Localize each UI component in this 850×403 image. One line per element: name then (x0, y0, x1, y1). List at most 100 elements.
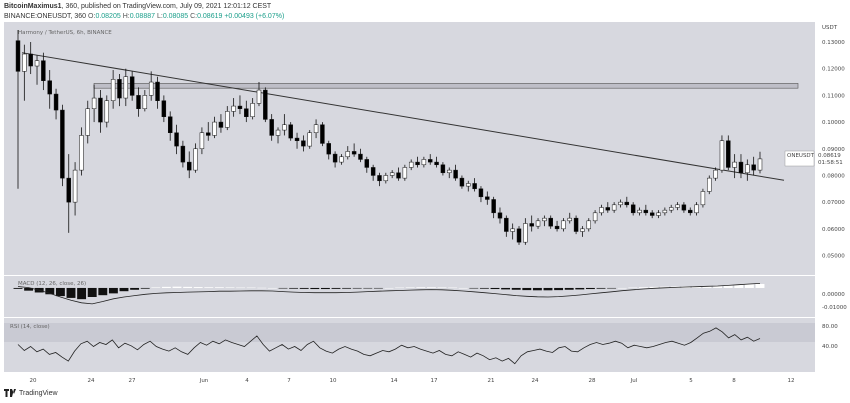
candle-body (713, 169, 718, 179)
candle-body (98, 97, 103, 123)
tradingview-logo[interactable]: TradingView (4, 389, 58, 397)
candle (123, 68, 129, 107)
candle (383, 172, 389, 184)
candle (630, 202, 636, 216)
macd-bar (267, 287, 277, 289)
candle (250, 98, 255, 120)
candle-body (136, 95, 141, 109)
candle-body (218, 121, 224, 128)
candle (85, 100, 90, 144)
candle (402, 164, 408, 181)
macd-line (17, 283, 761, 305)
candle (193, 143, 198, 173)
candles (15, 30, 763, 245)
macd-bar (617, 287, 627, 289)
candle (206, 122, 211, 141)
candle (199, 127, 205, 155)
macd-bar (342, 287, 352, 289)
high-value: 0.08887 (129, 13, 156, 20)
candle (542, 215, 547, 227)
candle (129, 71, 135, 101)
macd-bar (638, 287, 648, 288)
candle (637, 207, 642, 216)
candle-body (22, 53, 27, 72)
candle (668, 204, 674, 213)
price-pane[interactable] (4, 22, 815, 275)
candle (567, 212, 572, 224)
candle-body (294, 137, 300, 142)
candle (161, 95, 167, 123)
candle-body (757, 158, 763, 171)
candle (155, 76, 160, 109)
candle-body (529, 223, 534, 227)
candle-body (41, 60, 46, 81)
macd-bar (416, 287, 426, 288)
candle (478, 186, 484, 203)
candle-body (561, 220, 566, 230)
candle (618, 199, 623, 208)
candle (434, 156, 439, 168)
candle (269, 114, 274, 141)
macd-bar (66, 287, 76, 298)
candle (415, 156, 420, 168)
descending-trendline[interactable] (21, 52, 785, 181)
candle-body (244, 108, 249, 117)
candle (624, 196, 630, 208)
candle-body (624, 201, 630, 206)
candle (447, 167, 452, 179)
candle-body (85, 108, 90, 136)
candle (719, 135, 725, 173)
overlay-title: Harmony / TetherUS, 6h, BINANCE (18, 30, 112, 36)
macd-bar (130, 287, 140, 290)
price-tick: 0.07000 (822, 200, 845, 206)
candle-body (47, 80, 52, 95)
candle-body (301, 140, 306, 147)
date-tick: Jul (630, 378, 638, 384)
candle-body (510, 228, 515, 232)
candle-body (668, 207, 674, 211)
price-tick: 0.11000 (822, 93, 845, 99)
macd-bar (236, 287, 246, 289)
macd-bar (55, 287, 65, 297)
macd-indicator (13, 283, 765, 305)
candle (732, 154, 737, 179)
candle-body (592, 212, 598, 222)
macd-bar (246, 287, 256, 289)
candle (212, 116, 217, 139)
candle-body (611, 204, 617, 211)
candle-body (428, 159, 433, 163)
candle (313, 119, 319, 139)
candle (79, 127, 84, 176)
macd-bar (289, 287, 299, 289)
candle (745, 159, 750, 181)
macd-bar (310, 287, 320, 290)
date-tick: 17 (431, 378, 438, 384)
candle-body (630, 204, 636, 214)
candle (218, 114, 224, 133)
candle-body (383, 175, 389, 182)
candle (408, 159, 414, 171)
low-value: 0.08085 (162, 13, 189, 20)
candle (707, 175, 712, 195)
candle (53, 88, 59, 120)
macd-bar (87, 287, 97, 297)
macd-bar (501, 287, 511, 290)
candle (605, 202, 611, 213)
price-tick: 0.06000 (822, 227, 845, 233)
candle-body (662, 209, 668, 214)
close-value: 0.08619 (197, 13, 223, 20)
candle-body (377, 175, 382, 182)
macd-bar (45, 287, 55, 295)
candle (98, 90, 103, 133)
candle (320, 122, 325, 147)
date-tick: 7 (287, 378, 291, 384)
resistance-zone[interactable] (93, 83, 799, 89)
macd-bar (257, 287, 267, 289)
candle-body (516, 228, 522, 243)
macd-bar (479, 287, 489, 289)
high-label: H: (122, 13, 130, 20)
macd-bar (384, 287, 394, 289)
candle (396, 167, 401, 181)
macd-pane[interactable] (4, 276, 815, 317)
